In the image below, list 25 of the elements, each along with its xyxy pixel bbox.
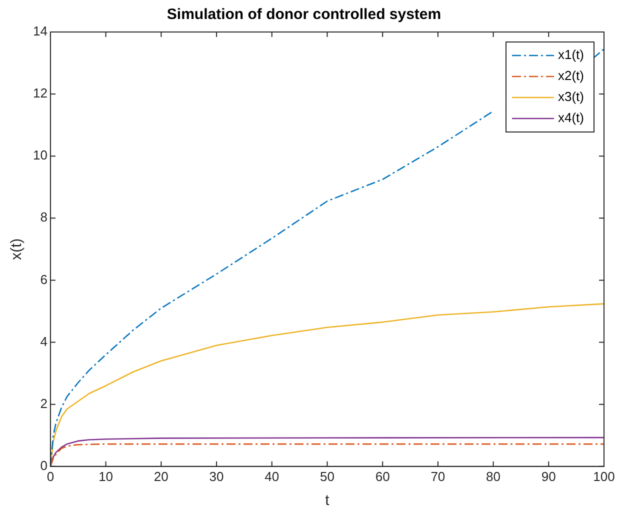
y-tick-label: 4 <box>40 334 48 349</box>
x-tick-label: 70 <box>430 468 446 484</box>
legend-label: x4(t) <box>558 110 584 126</box>
x-tick-label: 10 <box>98 468 114 484</box>
x-tick-label: 60 <box>375 468 390 484</box>
x-axis-title: t <box>325 492 330 510</box>
x-tick-label: 50 <box>320 468 334 484</box>
x-tick-label: 30 <box>209 468 224 484</box>
legend-label: x3(t) <box>558 89 584 104</box>
x-tick-label: 20 <box>154 468 168 484</box>
x-tick-label: 80 <box>486 468 501 484</box>
y-tick-label: 12 <box>32 86 48 101</box>
x-tick-label: 40 <box>264 468 280 484</box>
x-tick-label: 100 <box>593 468 615 484</box>
x-tick-label: 90 <box>541 468 556 484</box>
y-tick-label: 10 <box>32 148 48 163</box>
y-tick-label: 14 <box>32 24 48 39</box>
y-axis-title: x(t) <box>8 238 26 260</box>
y-tick-label: 0 <box>40 458 48 473</box>
legend-label: x2(t) <box>558 68 584 84</box>
y-tick-label: 8 <box>40 210 48 225</box>
chart-title: Simulation of donor controlled system <box>166 6 442 24</box>
legend-label: x1(t) <box>558 47 584 62</box>
y-tick-label: 6 <box>40 272 48 287</box>
y-tick-label: 2 <box>40 396 48 411</box>
